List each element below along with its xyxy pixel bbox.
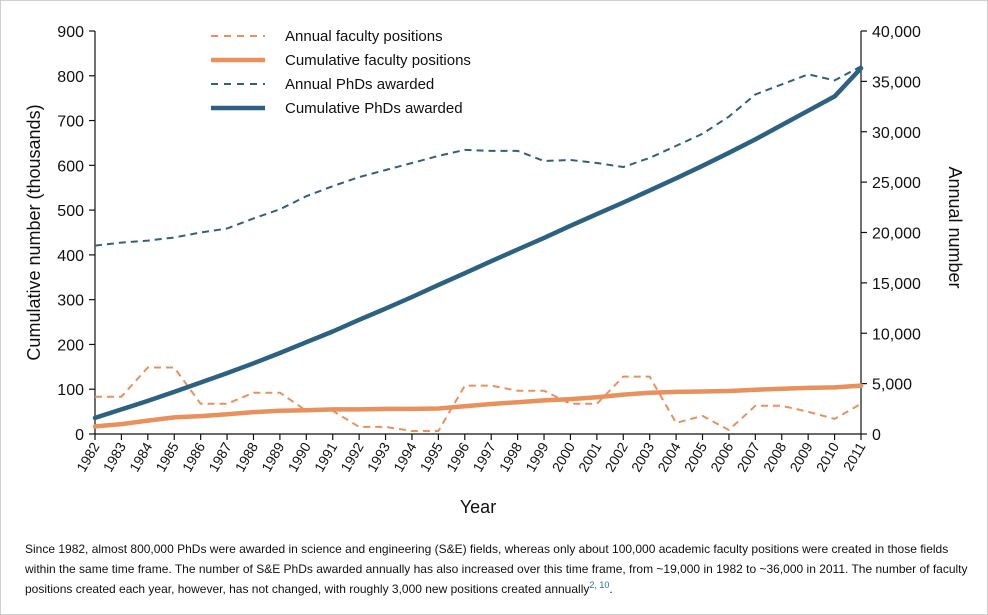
caption-text: Since 1982, almost 800,000 PhDs were awa… [25,542,968,596]
x-axis-title: Year [460,497,496,517]
x-tick-label: 1987 [205,439,235,474]
x-tick-label: 1993 [364,439,394,474]
chart-legend: Annual faculty positions Cumulative facul… [211,28,471,117]
x-tick-label: 2011 [840,439,869,473]
x-tick-label: 1997 [469,439,499,474]
x-tick-label: 2006 [707,439,737,474]
x-tick-label: 1986 [179,439,209,474]
left-tick-label: 800 [57,69,84,86]
chart-series [92,65,864,432]
x-tick-label: 1991 [311,439,341,474]
x-tick-label: 1988 [232,439,262,474]
legend-label-cumulative-faculty-positions: Cumulative faculty positions [285,52,471,69]
left-tick-label: 600 [57,158,84,175]
legend-label-cumulative-phds-awarded: Cumulative PhDs awarded [285,100,463,117]
caption-references[interactable]: 2, 10 [589,580,610,590]
right-tick-label: 5,000 [872,377,912,394]
x-tick-label: 1999 [522,439,552,474]
series-cumulative-phds-awarded-line [92,65,864,421]
x-tick-label: 1989 [258,439,288,474]
x-tick-label: 2002 [601,439,631,474]
left-tick-label: 300 [57,293,84,310]
x-tick-label: 2003 [628,439,658,474]
left-tick-label: 100 [57,382,84,399]
right-tick-label: 25,000 [872,175,921,192]
chart-axes: 0 100 200 300 400 500 600 700 800 900 0 5,000 10,000… [24,24,965,517]
right-tick-label: 10,000 [872,326,921,343]
x-tick-label: 2008 [760,439,790,474]
x-tick-label: 1995 [417,439,447,474]
right-tick-label: 35,000 [872,74,921,91]
right-tick-label: 20,000 [872,226,921,243]
right-axis-title: Annual number [945,166,965,288]
left-tick-label: 200 [57,337,84,354]
legend-label-annual-faculty-positions: Annual faculty positions [285,28,443,45]
x-tick-label: 1982 [73,439,103,474]
x-tick-label: 2009 [786,439,816,474]
figure-caption: Since 1982, almost 800,000 PhDs were awa… [25,539,970,599]
line-chart: 0 100 200 300 400 500 600 700 800 900 0 5,000 10,000… [24,24,965,517]
right-tick-label: 0 [872,427,881,444]
left-tick-label: 400 [57,248,84,265]
series-cumulative-faculty-positions-line [92,383,864,429]
x-tick-label: 1996 [443,439,473,474]
right-tick-label: 30,000 [872,125,921,142]
series-annual-phds-awarded-line [94,65,862,247]
x-tick-label: 1998 [496,439,526,474]
left-axis-title: Cumulative number (thousands) [24,104,44,360]
x-tick-label: 2010 [813,439,843,474]
x-tick-label: 2001 [575,439,605,474]
right-tick-label: 15,000 [872,276,921,293]
x-tick-label: 1984 [126,439,156,474]
x-tick-label: 1994 [390,439,420,474]
legend-label-annual-phds-awarded: Annual PhDs awarded [285,76,434,93]
x-tick-label: 1985 [152,439,182,474]
x-tick-label: 2005 [681,439,711,474]
left-tick-label: 700 [57,114,84,131]
left-tick-label: 900 [57,24,84,41]
x-tick-label: 2004 [654,439,684,474]
left-tick-label: 0 [75,427,84,444]
x-tick-label: 1992 [337,439,367,474]
x-tick-label: 2000 [549,439,579,474]
right-tick-label: 40,000 [872,24,921,41]
series-annual-faculty-positions-line [95,366,862,432]
x-tick-label: 2007 [734,439,764,474]
left-tick-label: 500 [57,203,84,220]
x-tick-label: 1983 [100,439,130,474]
caption-end: . [609,582,613,596]
x-tick-label: 1990 [284,439,314,474]
